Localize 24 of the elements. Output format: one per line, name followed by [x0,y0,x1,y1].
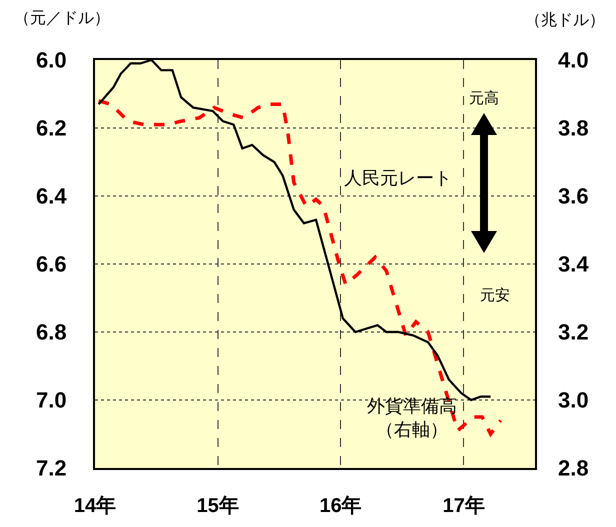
x-tick-label: 17年 [442,495,485,517]
y-tick-label: 7.0 [36,388,67,413]
y2-tick-label: 4.0 [558,48,589,73]
y-tick-label: 6.4 [36,184,68,209]
series-label: 外貨準備高（右軸） [367,396,457,440]
x-tick-label: 14年 [74,495,116,517]
y2-tick-label: 3.0 [558,388,589,413]
y2-tick-label: 2.8 [558,456,589,481]
y-tick-label: 6.2 [36,116,67,141]
y-tick-label: 6.0 [36,48,67,73]
annotation: 元高 [469,89,499,107]
y2-tick-label: 3.6 [558,184,589,209]
y2-tick-label: 3.2 [558,320,589,345]
y-tick-label: 7.2 [36,456,67,481]
y2-axis-title: （兆ドル） [525,10,605,29]
y2-tick-label: 3.4 [558,252,590,277]
y-tick-label: 6.6 [36,252,67,277]
series-label: 人民元レート [344,168,452,189]
annotation: 元安 [480,286,510,304]
y-tick-label: 6.8 [36,320,67,345]
x-tick-label: 16年 [319,495,362,517]
y2-tick-label: 3.8 [558,116,589,141]
x-tick-label: 15年 [196,495,239,517]
y-axis-title: （元／ドル） [14,8,110,27]
